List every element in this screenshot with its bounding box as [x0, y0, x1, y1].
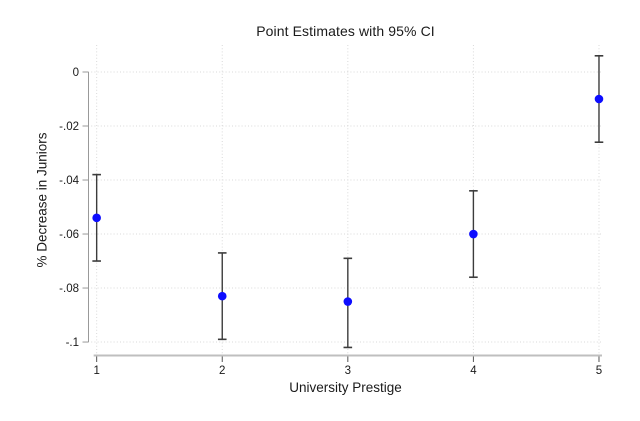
y-axis-title: % Decrease in Juniors [34, 132, 50, 268]
y-tick-label: -.1 [66, 337, 79, 349]
x-tick-label: 1 [93, 365, 99, 377]
y-tick-label: -.08 [59, 283, 79, 295]
y-tick-label: -.06 [59, 229, 79, 241]
x-tick-label: 2 [219, 365, 225, 377]
chart-title: Point Estimates with 95% CI [256, 23, 435, 39]
data-point [343, 297, 353, 306]
data-point [469, 229, 478, 239]
data-point [217, 291, 227, 301]
x-axis-title: University Prestige [289, 380, 402, 395]
y-tick-label: -.02 [59, 121, 79, 133]
data-point [92, 213, 101, 223]
x-tick-label: 4 [470, 365, 477, 377]
x-tick-label: 5 [596, 365, 602, 377]
y-tick-label: -.04 [59, 175, 79, 187]
x-tick-label: 3 [345, 365, 351, 377]
y-tick-label: 0 [73, 67, 79, 79]
data-point [594, 94, 604, 104]
